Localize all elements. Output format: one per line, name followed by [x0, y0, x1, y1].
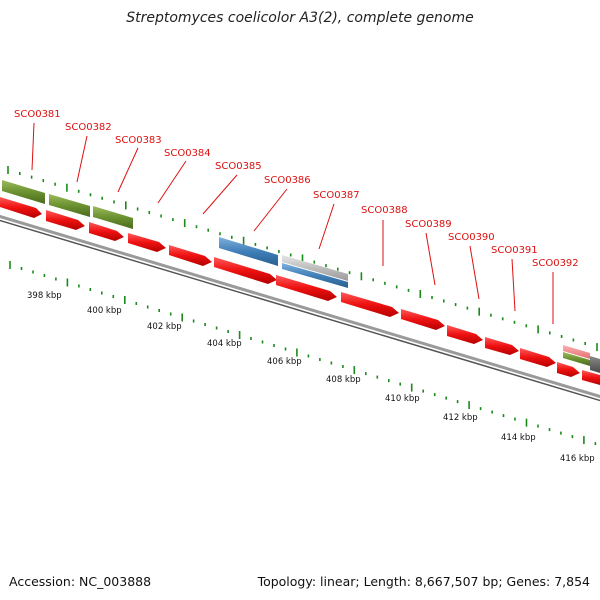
- gene-feature-group: [2, 180, 600, 373]
- cds-arrow[interactable]: [401, 309, 445, 330]
- gene-leader-line: [202, 174, 238, 215]
- gene-feature-dark[interactable]: [590, 356, 600, 373]
- gene-leader-line: [253, 188, 288, 232]
- gene-label[interactable]: SCO0381: [14, 109, 61, 120]
- gene-label-group: SCO0381 SCO0382 SCO0383 SCO0384 SCO0385 …: [14, 109, 579, 269]
- gene-leader-line: [469, 245, 480, 300]
- scale-label: 410 kbp: [385, 394, 420, 404]
- cds-arrow[interactable]: [485, 337, 519, 355]
- gene-feature-green[interactable]: [93, 206, 133, 229]
- gene-label[interactable]: SCO0392: [532, 258, 579, 269]
- gene-label[interactable]: SCO0387: [313, 190, 360, 201]
- cds-arrow[interactable]: [341, 292, 399, 317]
- cds-arrow[interactable]: [520, 348, 556, 367]
- genome-summary-text: Topology: linear; Length: 8,667,507 bp; …: [257, 574, 590, 589]
- gene-leader-line: [318, 203, 335, 250]
- gene-label[interactable]: SCO0386: [264, 175, 311, 186]
- upper-tick-track: [7, 166, 598, 352]
- gene-feature-green[interactable]: [49, 194, 90, 217]
- scale-label: 416 kbp: [560, 454, 595, 464]
- gene-leader-line: [31, 122, 35, 171]
- genome-title: Streptomyces coelicolor A3(2), complete …: [126, 10, 474, 26]
- backbone-line-shadow: [0, 219, 600, 402]
- gene-label[interactable]: SCO0383: [115, 135, 162, 146]
- scale-label: 414 kbp: [501, 433, 536, 443]
- gene-leader-line: [76, 135, 88, 183]
- scale-label: 404 kbp: [207, 339, 242, 349]
- gene-label[interactable]: SCO0389: [405, 219, 452, 230]
- cds-arrow[interactable]: [214, 257, 277, 284]
- cds-arrow[interactable]: [128, 233, 166, 252]
- scale-label: 402 kbp: [147, 322, 182, 332]
- cds-arrow-group: [0, 197, 600, 385]
- gene-leader-line: [117, 147, 139, 193]
- gene-label[interactable]: SCO0388: [361, 205, 408, 216]
- scale-tick-track: [9, 261, 597, 446]
- gene-feature-green[interactable]: [563, 352, 590, 366]
- gene-leader-group: [31, 122, 554, 324]
- cds-arrow[interactable]: [0, 197, 42, 218]
- gene-leader-line: [425, 232, 436, 286]
- cds-arrow[interactable]: [276, 275, 337, 301]
- gene-label[interactable]: SCO0385: [215, 161, 262, 172]
- gene-label[interactable]: SCO0390: [448, 232, 495, 243]
- gene-feature-pink[interactable]: [563, 345, 590, 359]
- gene-leader-line: [511, 258, 516, 312]
- cds-arrow[interactable]: [582, 370, 600, 385]
- backbone-line: [0, 214, 600, 399]
- gene-feature-blue[interactable]: [282, 263, 348, 288]
- accession-text: Accession: NC_003888: [9, 574, 152, 589]
- gene-feature-green[interactable]: [2, 180, 45, 204]
- gene-feature-blue[interactable]: [219, 237, 278, 266]
- scale-label: 412 kbp: [443, 413, 478, 423]
- cds-arrow[interactable]: [557, 362, 580, 377]
- cds-arrow[interactable]: [447, 325, 483, 344]
- gene-leader-line: [157, 160, 187, 204]
- scale-label: 408 kbp: [326, 375, 361, 385]
- scale-label-group: 398 kbp 400 kbp 402 kbp 404 kbp 406 kbp …: [27, 291, 595, 464]
- cds-arrow[interactable]: [46, 210, 85, 230]
- gene-label[interactable]: SCO0384: [164, 148, 211, 159]
- scale-label: 406 kbp: [267, 357, 302, 367]
- cds-arrow[interactable]: [169, 245, 212, 266]
- scale-label: 400 kbp: [87, 306, 122, 316]
- gene-feature-grey[interactable]: [282, 255, 348, 281]
- gene-label[interactable]: SCO0391: [491, 245, 538, 256]
- cds-arrow[interactable]: [89, 222, 124, 241]
- scale-label: 398 kbp: [27, 291, 62, 301]
- gene-label[interactable]: SCO0382: [65, 122, 112, 133]
